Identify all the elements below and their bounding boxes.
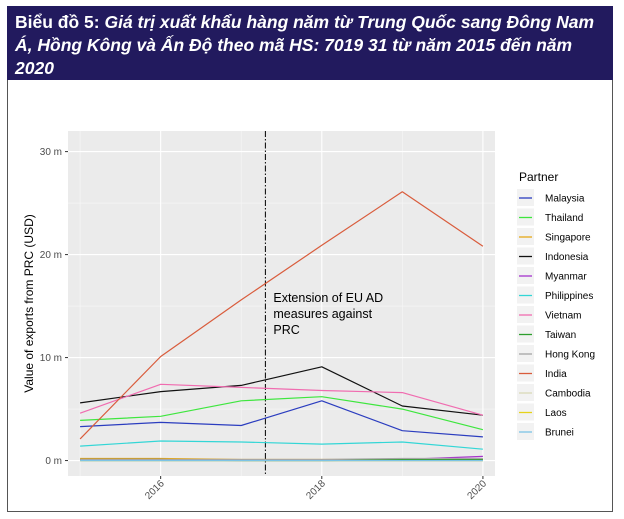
legend-item-label: Vietnam bbox=[545, 311, 582, 322]
plot-background bbox=[68, 131, 495, 476]
series-line-indonesia bbox=[80, 366, 483, 416]
x-tick-label: 2016 bbox=[143, 478, 167, 502]
x-tick-label: 2018 bbox=[304, 478, 328, 502]
annotation-text: Extension of EU AD bbox=[273, 291, 383, 305]
legend-item-label: Indonesia bbox=[545, 252, 589, 263]
legend-item-label: Thailand bbox=[545, 213, 583, 224]
annotation-text: measures against bbox=[273, 307, 372, 321]
series-line-hong-kong bbox=[80, 457, 483, 461]
legend-item-label: Malaysia bbox=[545, 194, 585, 205]
legend-item-label: India bbox=[545, 369, 567, 380]
y-tick-label: 10 m bbox=[40, 353, 62, 364]
legend-item-label: Myanmar bbox=[545, 272, 587, 283]
series-line-india bbox=[79, 191, 484, 440]
series-line-thailand bbox=[80, 396, 484, 431]
figure-title: Biểu đồ 5: Giá trị xuất khẩu hàng năm từ… bbox=[15, 11, 605, 80]
legend-item-label: Singapore bbox=[545, 233, 591, 244]
annotation-text: PRC bbox=[273, 323, 299, 337]
y-tick-label: 0 m bbox=[45, 456, 62, 467]
legend: Partner Malaysia Thailand Singapore Indones… bbox=[517, 170, 595, 440]
legend-item-label: Hong Kong bbox=[545, 350, 595, 361]
legend-item-label: Cambodia bbox=[545, 389, 591, 400]
legend-item-label: Laos bbox=[545, 408, 567, 419]
legend-item-label: Brunei bbox=[545, 428, 574, 439]
legend-item-label: Philippines bbox=[545, 291, 593, 302]
y-axis: 0 m 10 m 20 m 30 m bbox=[40, 147, 68, 467]
legend-title: Partner bbox=[519, 170, 558, 184]
series-layer bbox=[79, 191, 484, 462]
y-tick-label: 20 m bbox=[40, 250, 62, 261]
series-line-philippines bbox=[80, 440, 483, 450]
x-tick-label: 2020 bbox=[466, 478, 490, 502]
y-axis-title: Value of exports from PRC (USD) bbox=[22, 214, 36, 393]
series-line-malaysia bbox=[80, 400, 483, 438]
y-tick-label: 30 m bbox=[40, 147, 62, 158]
series-line-vietnam bbox=[79, 383, 484, 416]
legend-item-label: Taiwan bbox=[545, 330, 576, 341]
figure-title-bar: Biểu đồ 5: Giá trị xuất khẩu hàng năm từ… bbox=[7, 6, 613, 80]
figure-title-text: Giá trị xuất khẩu hàng năm từ Trung Quốc… bbox=[15, 12, 595, 78]
annotation-layer: Extension of EU AD measures against PRC bbox=[264, 131, 383, 476]
x-axis: 2016 2018 2020 bbox=[143, 476, 489, 502]
figure-title-prefix: Biểu đồ 5: bbox=[15, 12, 100, 32]
